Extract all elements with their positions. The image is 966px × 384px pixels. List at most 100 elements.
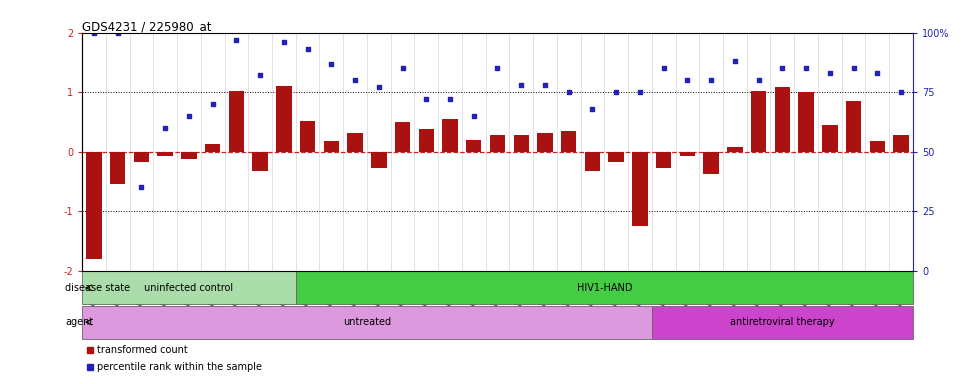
Bar bbox=[157, 152, 173, 156]
Bar bbox=[841, 33, 866, 271]
Point bbox=[299, 46, 315, 52]
Bar bbox=[177, 33, 201, 271]
Bar bbox=[775, 88, 790, 152]
Bar bbox=[699, 33, 723, 271]
Text: transformed count: transformed count bbox=[97, 346, 187, 356]
Bar bbox=[818, 33, 841, 271]
Bar bbox=[794, 33, 818, 271]
Bar bbox=[652, 306, 913, 339]
Bar bbox=[367, 33, 390, 271]
Point bbox=[584, 106, 600, 112]
Point bbox=[205, 101, 220, 107]
Point bbox=[537, 82, 553, 88]
Bar bbox=[205, 144, 220, 152]
Point bbox=[846, 65, 862, 71]
Point bbox=[466, 113, 481, 119]
Bar bbox=[296, 271, 913, 304]
Point bbox=[490, 65, 505, 71]
Bar bbox=[656, 152, 671, 168]
Bar bbox=[418, 129, 434, 152]
Point bbox=[418, 96, 434, 102]
Bar bbox=[320, 33, 343, 271]
Bar bbox=[252, 152, 268, 170]
Point bbox=[656, 65, 671, 71]
Bar bbox=[86, 152, 101, 259]
Bar bbox=[296, 33, 320, 271]
Text: untreated: untreated bbox=[343, 317, 391, 327]
Bar bbox=[229, 91, 244, 152]
Bar bbox=[299, 121, 315, 152]
Point bbox=[442, 96, 458, 102]
Bar bbox=[201, 33, 224, 271]
Bar bbox=[82, 271, 296, 304]
Point bbox=[514, 82, 529, 88]
Point bbox=[86, 30, 101, 36]
Point bbox=[894, 89, 909, 95]
Bar bbox=[439, 33, 462, 271]
Point bbox=[798, 65, 813, 71]
Point bbox=[252, 73, 268, 79]
Point bbox=[751, 77, 766, 83]
Bar bbox=[889, 33, 913, 271]
Bar bbox=[272, 33, 296, 271]
Point bbox=[324, 61, 339, 67]
Bar bbox=[822, 126, 838, 152]
Bar bbox=[561, 131, 577, 152]
Bar bbox=[727, 147, 743, 152]
Bar bbox=[533, 33, 556, 271]
Bar bbox=[605, 33, 628, 271]
Text: agent: agent bbox=[66, 317, 94, 327]
Point bbox=[822, 70, 838, 76]
Text: HIV1-HAND: HIV1-HAND bbox=[577, 283, 632, 293]
Bar bbox=[628, 33, 652, 271]
Point bbox=[229, 37, 244, 43]
Bar bbox=[348, 132, 363, 152]
Bar bbox=[224, 33, 248, 271]
Point bbox=[182, 113, 197, 119]
Bar bbox=[343, 33, 367, 271]
Bar bbox=[751, 91, 766, 152]
Bar bbox=[747, 33, 771, 271]
Bar bbox=[133, 152, 149, 162]
Bar bbox=[703, 152, 719, 174]
Text: GDS4231 / 225980_at: GDS4231 / 225980_at bbox=[82, 20, 212, 33]
Bar bbox=[490, 135, 505, 152]
Bar bbox=[680, 152, 696, 156]
Bar bbox=[798, 92, 813, 152]
Point bbox=[869, 70, 885, 76]
Bar bbox=[276, 86, 292, 152]
Point bbox=[371, 84, 386, 91]
Bar bbox=[462, 33, 486, 271]
Bar bbox=[486, 33, 509, 271]
Point bbox=[727, 58, 743, 64]
Bar bbox=[395, 122, 411, 152]
Bar bbox=[771, 33, 794, 271]
Point bbox=[348, 77, 363, 83]
Point bbox=[703, 77, 719, 83]
Bar bbox=[248, 33, 272, 271]
Bar bbox=[846, 101, 862, 152]
Bar bbox=[675, 33, 699, 271]
Bar bbox=[581, 33, 605, 271]
Point bbox=[157, 125, 173, 131]
Text: percentile rank within the sample: percentile rank within the sample bbox=[97, 362, 262, 372]
Bar bbox=[182, 152, 197, 159]
Bar bbox=[82, 306, 652, 339]
Bar bbox=[537, 132, 553, 152]
Bar bbox=[632, 152, 647, 226]
Text: uninfected control: uninfected control bbox=[144, 283, 234, 293]
Point bbox=[110, 30, 126, 36]
Bar bbox=[129, 33, 154, 271]
Point bbox=[133, 184, 149, 190]
Bar bbox=[154, 33, 177, 271]
Point bbox=[609, 89, 624, 95]
Bar bbox=[652, 33, 675, 271]
Bar bbox=[466, 140, 481, 152]
Point bbox=[680, 77, 696, 83]
Bar bbox=[866, 33, 889, 271]
Bar bbox=[324, 141, 339, 152]
Bar bbox=[723, 33, 747, 271]
Bar bbox=[106, 33, 129, 271]
Bar bbox=[514, 135, 529, 152]
Point bbox=[632, 89, 647, 95]
